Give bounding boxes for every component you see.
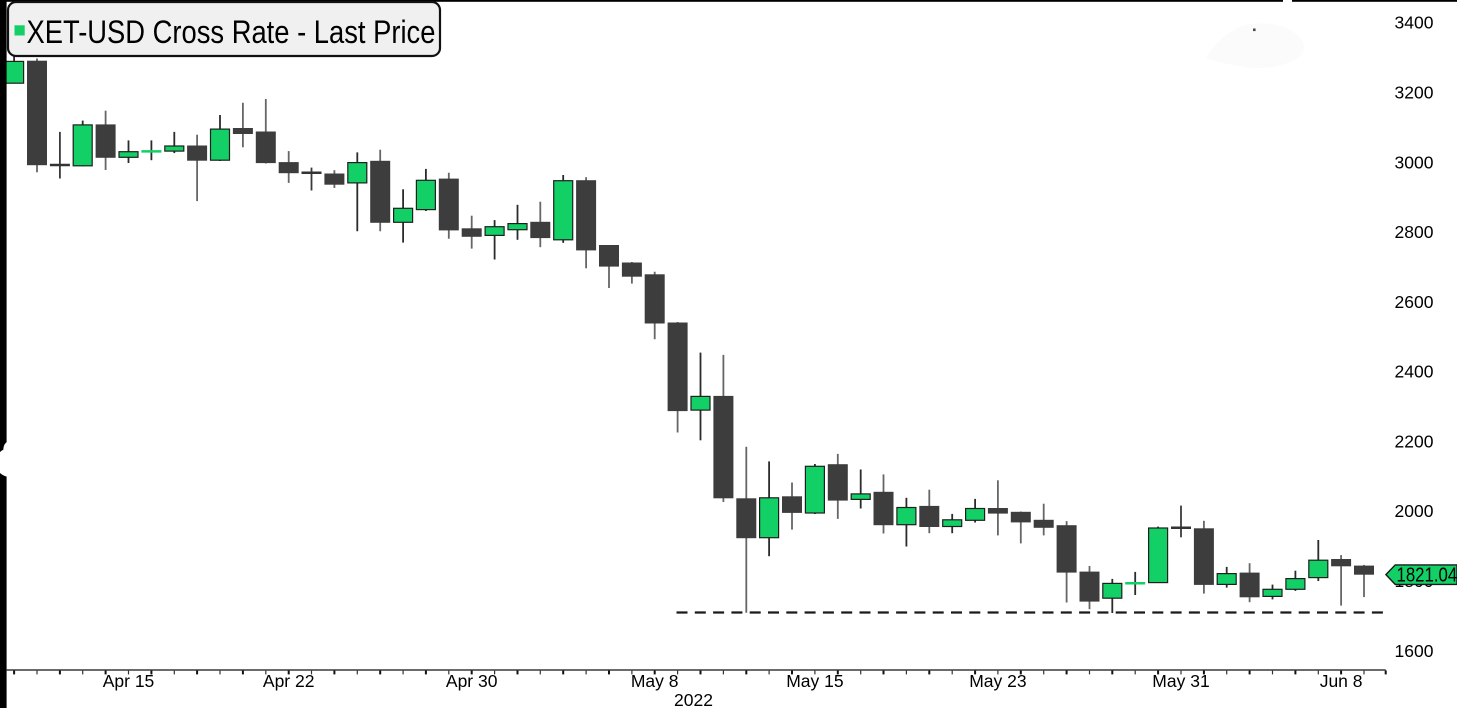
svg-text:3000: 3000: [1395, 152, 1434, 172]
svg-text:3400: 3400: [1395, 13, 1434, 33]
svg-text:Apr 22: Apr 22: [263, 671, 315, 691]
svg-text:2200: 2200: [1395, 431, 1434, 451]
svg-text:2022: 2022: [674, 690, 713, 708]
svg-text:May 23: May 23: [969, 671, 1026, 691]
svg-text:May 8: May 8: [631, 671, 679, 691]
svg-text:2800: 2800: [1395, 222, 1434, 242]
svg-text:Apr 30: Apr 30: [446, 671, 498, 691]
svg-text:2600: 2600: [1395, 292, 1434, 312]
svg-text:1821.04: 1821.04: [1397, 563, 1457, 586]
svg-text:2400: 2400: [1395, 362, 1434, 382]
svg-text:May 15: May 15: [786, 671, 843, 691]
svg-text:3200: 3200: [1395, 83, 1434, 103]
svg-text:Apr 15: Apr 15: [103, 671, 155, 691]
svg-text:May 31: May 31: [1152, 671, 1209, 691]
svg-text:2000: 2000: [1395, 501, 1434, 521]
svg-text:1600: 1600: [1395, 641, 1434, 661]
svg-text:Jun 8: Jun 8: [1320, 671, 1363, 691]
svg-text:XET-USD Cross Rate - Last Pric: XET-USD Cross Rate - Last Price: [27, 15, 436, 50]
